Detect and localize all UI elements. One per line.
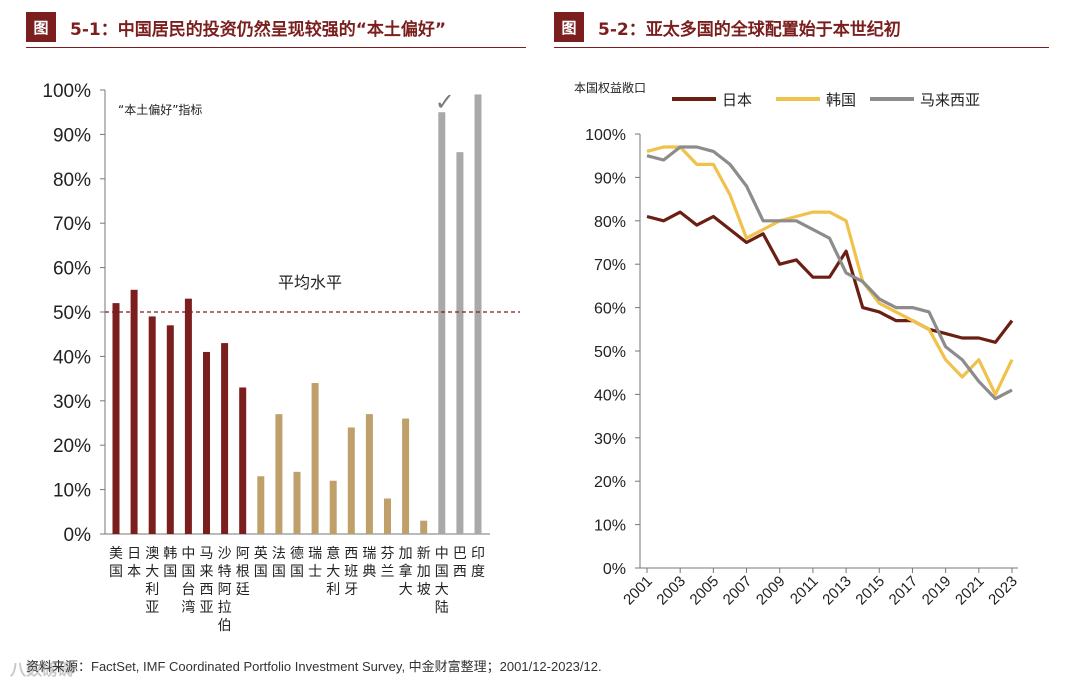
right-figure-badge: 图: [554, 12, 584, 42]
line-x-tick-label: 2005: [687, 573, 723, 609]
bar-y-tick-label: 0%: [64, 525, 92, 546]
bar-澳大利亚: [148, 316, 156, 534]
bar-y-tick-label: 50%: [53, 303, 91, 324]
legend-label-日本: 日本: [722, 91, 752, 109]
bar-y-tick-label: 60%: [53, 259, 91, 280]
bar-法国: [275, 414, 283, 534]
line-x-tick-label: 2015: [852, 573, 888, 609]
bar-category-label: 马来西亚: [200, 546, 214, 616]
bar-chart-home-bias: 0% 10% 20% 30% 40% 50% 60% 70% 80% 90% 100% “本土偏好”指…: [42, 81, 520, 634]
bar-新加坡: [420, 520, 428, 534]
left-header-rule: [26, 47, 526, 48]
bar-y-tick-label: 10%: [53, 481, 91, 502]
bar-意大利: [329, 480, 337, 534]
bar-category-label: 澳大利亚: [145, 546, 159, 616]
bar-瑞典: [365, 414, 373, 534]
bar-美国: [112, 303, 120, 534]
line-x-tick-label: 2021: [952, 573, 988, 609]
line-y-tick-label: 60%: [594, 301, 626, 318]
average-reference-label: 平均水平: [278, 273, 342, 292]
bar-category-label: 韩国: [163, 546, 177, 580]
bar-category-label: 沙特阿拉伯: [218, 546, 232, 634]
bar-y-tick-label: 20%: [53, 436, 91, 457]
bar-阿根廷: [239, 387, 247, 534]
legend-label-韩国: 韩国: [826, 91, 856, 109]
line-y-tick-label: 30%: [594, 431, 626, 448]
line-x-tick-label: 2023: [985, 573, 1021, 609]
line-y-axis-label: 本国权益敞口: [574, 80, 646, 95]
series-line-日本: [646, 210, 1014, 344]
bar-category-label: 日本: [127, 546, 141, 580]
bar-category-label: 西班牙: [344, 546, 358, 598]
line-chart-domestic-equity-exposure: 本国权益敞口 0% 10% 20% 30% 40% 50% 60% 70% 80% 90% 100% 2…: [574, 80, 1021, 608]
bar-category-label: 瑞典: [362, 546, 376, 580]
bar-y-tick-label: 40%: [53, 347, 91, 368]
bar-category-label: 意大利: [326, 545, 340, 598]
bar-annotation: “本土偏好”指标: [118, 102, 202, 117]
left-chart-title: 5-1：中国居民的投资仍然呈现较强的“本土偏好”: [70, 19, 447, 40]
line-y-tick-label: 90%: [594, 170, 626, 187]
line-y-tick-label: 20%: [594, 474, 626, 491]
line-y-tick-label: 0%: [603, 561, 626, 578]
bar-马来西亚: [203, 351, 210, 534]
line-x-tick-label: 2013: [819, 573, 855, 609]
legend-label-马来西亚: 马来西亚: [920, 91, 980, 109]
bar-y-tick-label: 90%: [53, 125, 91, 146]
bar-category-label: 中国台湾: [181, 546, 195, 616]
bar-德国: [293, 471, 301, 534]
line-x-tick-label: 2017: [886, 573, 922, 609]
bar-芬兰: [384, 498, 391, 534]
line-x-tick-label: 2003: [653, 573, 689, 609]
line-x-tick-label: 2011: [787, 573, 822, 608]
line-y-tick-label: 10%: [594, 518, 626, 535]
line-y-tick-label: 40%: [594, 387, 626, 404]
line-y-tick-label: 100%: [585, 127, 626, 144]
bar-y-tick-label: 70%: [53, 214, 91, 235]
line-x-tick-label: 2009: [753, 573, 789, 609]
source-note: 资料来源：FactSet, IMF Coordinated Portfolio …: [26, 659, 602, 674]
bar-英国: [257, 476, 265, 534]
bar-category-label: 瑞士: [308, 546, 322, 580]
bar-y-tick-label: 30%: [53, 392, 91, 413]
right-header-rule: [554, 47, 1049, 48]
bar-韩国: [166, 325, 174, 534]
bar-中国台湾: [184, 298, 192, 534]
bar-category-label: 法国: [272, 546, 286, 580]
watermark-text: 八数磅礴: [10, 660, 75, 679]
bar-category-label: 德国: [290, 546, 304, 580]
checkmark-icon: ✓: [435, 88, 455, 116]
left-panel-header: 图 5-1：中国居民的投资仍然呈现较强的“本土偏好”: [26, 10, 526, 44]
line-y-tick-label: 50%: [594, 344, 626, 361]
series-line-马来西亚: [646, 145, 1013, 401]
line-x-tick-label: 2019: [919, 573, 955, 609]
bar-category-label: 英国: [254, 545, 268, 580]
bar-category-label: 加拿大: [399, 546, 413, 598]
right-panel-header: 图 5-2：亚太多国的全球配置始于本世纪初: [554, 10, 1054, 44]
bar-瑞士: [311, 383, 319, 534]
bar-category-label: 阿根廷: [236, 546, 250, 598]
bar-category-label: 美国: [109, 546, 123, 580]
bar-印度: [474, 94, 482, 534]
bar-中国大陆: [438, 112, 446, 534]
line-y-tick-label: 80%: [594, 214, 626, 231]
right-chart-title: 5-2：亚太多国的全球配置始于本世纪初: [598, 19, 901, 40]
left-figure-badge: 图: [26, 12, 56, 42]
bar-日本: [130, 289, 138, 534]
bar-沙特阿拉伯: [221, 343, 229, 534]
bar-category-label: 印度: [471, 546, 485, 580]
bar-西班牙: [347, 427, 355, 534]
line-x-tick-label: 2001: [620, 573, 656, 609]
bar-巴西: [456, 152, 464, 534]
line-y-tick-label: 70%: [594, 257, 626, 274]
series-line-韩国: [646, 145, 1014, 396]
bar-category-label: 新加坡: [417, 546, 431, 598]
bar-加拿大: [402, 418, 410, 534]
bar-category-label: 巴西: [453, 546, 467, 580]
bar-y-tick-label: 100%: [42, 81, 91, 102]
bar-y-tick-label: 80%: [53, 170, 91, 191]
bar-category-label: 中国大陆: [435, 546, 449, 616]
line-x-tick-label: 2007: [720, 573, 756, 609]
bar-category-label: 芬兰: [381, 546, 395, 580]
